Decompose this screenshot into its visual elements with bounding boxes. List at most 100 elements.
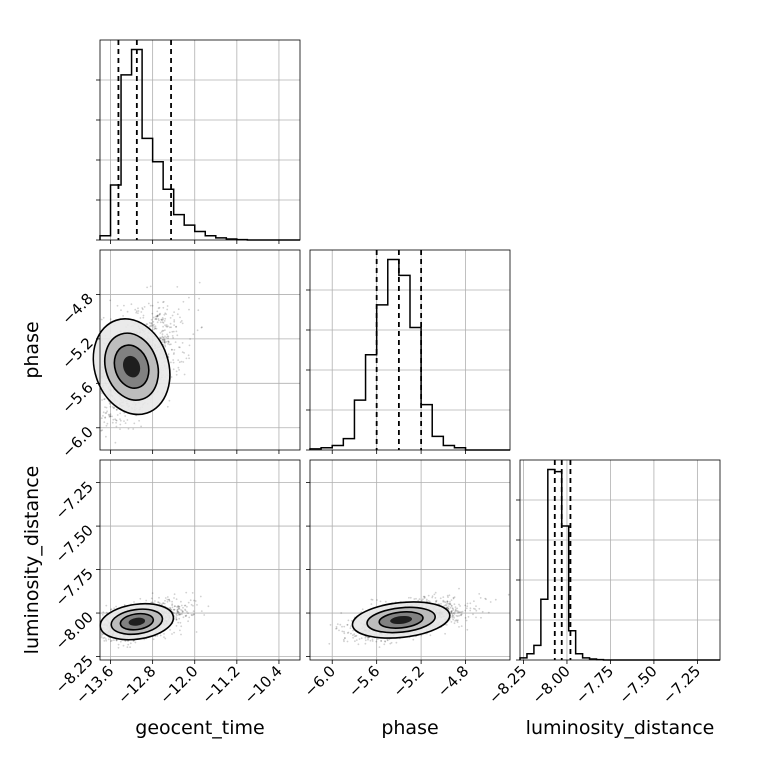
scatter-point: [161, 319, 164, 321]
scatter-point: [115, 409, 118, 411]
scatter-point: [175, 330, 178, 333]
scatter-point: [115, 425, 118, 428]
scatter-point: [343, 630, 345, 633]
scatter-point: [109, 413, 112, 416]
scatter-point: [177, 308, 180, 311]
scatter-point: [188, 344, 191, 347]
scatter-point: [102, 611, 105, 613]
scatter-point: [336, 623, 339, 625]
scatter-point: [140, 425, 143, 428]
scatter-point: [329, 624, 332, 626]
scatter-point: [129, 642, 132, 645]
scatter-point: [157, 307, 160, 310]
scatter-point: [158, 596, 160, 599]
scatter-point: [469, 609, 472, 612]
scatter-point: [193, 599, 195, 602]
scatter-point: [171, 330, 174, 333]
scatter-point: [383, 643, 386, 646]
scatter-point: [106, 410, 108, 413]
scatter-point: [178, 617, 181, 620]
scatter-point: [103, 398, 106, 400]
scatter-point: [155, 317, 157, 320]
scatter-point: [175, 325, 178, 328]
scatter-point: [127, 427, 130, 430]
scatter-point: [173, 311, 176, 313]
scatter-point: [444, 632, 446, 635]
scatter-point: [458, 611, 460, 614]
scatter-point: [160, 330, 163, 333]
scatter-point: [413, 598, 416, 600]
scatter-point: [350, 625, 352, 627]
scatter-point: [494, 598, 497, 601]
scatter-point: [152, 638, 155, 641]
scatter-point: [173, 349, 176, 351]
scatter-point: [119, 428, 121, 430]
scatter-point: [172, 608, 175, 611]
scatter-point: [191, 614, 194, 617]
scatter-point: [164, 312, 167, 315]
scatter-point: [187, 612, 189, 615]
scatter-point: [119, 418, 121, 420]
scatter-point: [361, 608, 364, 611]
scatter-point: [178, 613, 181, 616]
scatter-point: [170, 361, 172, 364]
scatter-point: [171, 314, 174, 317]
scatter-point: [454, 620, 456, 622]
scatter-point: [344, 637, 346, 639]
scatter-point: [200, 326, 203, 329]
scatter-point: [507, 593, 510, 596]
scatter-point: [149, 285, 152, 288]
scatter-point: [207, 605, 210, 608]
scatter-point: [192, 333, 195, 336]
scatter-point: [156, 321, 159, 324]
scatter-point: [346, 640, 349, 643]
scatter-point: [165, 313, 168, 315]
scatter-point: [111, 406, 114, 408]
frame-hist-phase: [309, 249, 511, 451]
scatter-point: [174, 341, 177, 343]
scatter-point: [161, 329, 164, 332]
scatter-point: [140, 311, 143, 313]
scatter-point: [442, 596, 445, 598]
scatter-point: [157, 601, 160, 604]
scatter-point: [186, 605, 188, 608]
scatter-point: [475, 616, 477, 619]
scatter-point: [175, 326, 177, 328]
scatter-point: [167, 341, 170, 344]
scatter-point: [177, 605, 179, 608]
scatter-point: [451, 616, 454, 619]
scatter-point: [450, 599, 453, 601]
scatter-point: [161, 317, 164, 319]
scatter-point: [110, 608, 113, 611]
scatter-point: [177, 366, 180, 369]
scatter-point: [163, 633, 165, 635]
scatter-point: [467, 616, 470, 618]
scatter-point: [105, 411, 108, 414]
scatter-point: [112, 407, 115, 410]
scatter-point: [100, 632, 103, 635]
scatter-point: [116, 414, 119, 416]
scatter-point: [163, 320, 166, 322]
scatter-point: [175, 373, 178, 376]
scatter-point: [157, 314, 159, 317]
scatter-point: [183, 373, 186, 376]
scatter-point: [149, 324, 152, 327]
scatter-point: [465, 619, 468, 622]
scatter-point: [154, 325, 157, 328]
scatter-point: [487, 611, 490, 614]
scatter-point: [449, 601, 451, 603]
scatter-point: [171, 335, 174, 337]
scatter-point: [184, 604, 187, 607]
scatter-point: [158, 313, 161, 316]
scatter-point: [119, 423, 122, 426]
scatter-point: [173, 324, 176, 326]
scatter-point: [132, 428, 135, 430]
scatter-point: [162, 325, 165, 328]
scatter-point: [166, 600, 169, 603]
scatter-point: [180, 604, 183, 607]
scatter-point: [156, 315, 159, 318]
scatter-point: [167, 343, 170, 345]
scatter-point: [166, 405, 169, 408]
scatter-point: [154, 327, 157, 330]
scatter-point: [162, 318, 165, 320]
